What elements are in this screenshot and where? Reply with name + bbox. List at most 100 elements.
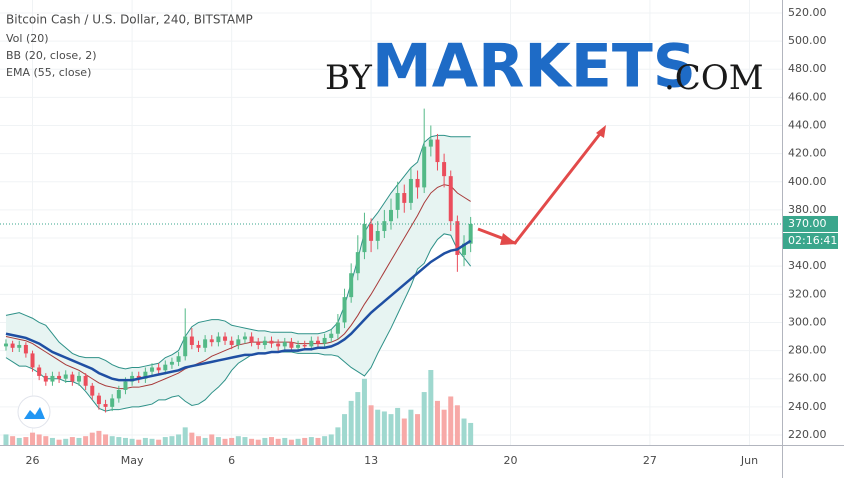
- volume-bar: [116, 437, 122, 445]
- volume-bar: [36, 434, 42, 445]
- candle-body: [435, 139, 440, 163]
- volume-bar: [222, 438, 228, 445]
- candle-body: [183, 336, 188, 357]
- candle-body: [136, 375, 141, 379]
- volume-bar: [269, 437, 275, 445]
- volume-bar: [63, 438, 69, 445]
- candle-body: [216, 336, 221, 343]
- candle-body: [415, 178, 420, 188]
- candle-body: [269, 340, 274, 344]
- price-labels: 370.00 02:16:41: [783, 215, 838, 249]
- candle-body: [169, 361, 174, 365]
- candle-body: [256, 342, 261, 345]
- legend-volume: Vol (20): [6, 32, 49, 45]
- candle-body: [236, 339, 241, 345]
- y-tick-label: 400.00: [788, 175, 827, 188]
- candle-body: [355, 252, 360, 274]
- bb-fill: [5, 135, 471, 412]
- volume-bar: [348, 400, 354, 445]
- volume-bar: [388, 414, 394, 445]
- watermark-suffix: .COM: [664, 58, 764, 98]
- watermark-prefix: BY: [325, 58, 372, 98]
- volume-bar: [235, 436, 241, 445]
- volume-bar: [129, 438, 135, 445]
- candle-body: [296, 344, 301, 348]
- candle-body: [83, 375, 88, 386]
- volume-bar: [142, 437, 148, 445]
- volume-bar: [242, 437, 248, 445]
- volume-bar: [328, 434, 334, 445]
- volume-bar: [381, 411, 387, 445]
- volume-bar: [415, 414, 421, 445]
- volume-bar: [156, 439, 162, 445]
- countdown-box: [783, 232, 838, 249]
- volume-bar: [176, 434, 182, 445]
- volume-bar: [249, 438, 255, 445]
- volume-bar: [448, 396, 454, 445]
- logo: [17, 395, 51, 429]
- volume-bar: [468, 422, 474, 445]
- volume-bar: [461, 418, 467, 445]
- candle-body: [455, 221, 460, 255]
- volume-bar: [56, 439, 62, 445]
- volume-bar: [408, 409, 414, 445]
- y-tick-label: 380.00: [788, 203, 827, 216]
- y-tick-label: 520.00: [788, 6, 827, 19]
- volume-bar: [434, 400, 440, 445]
- indicator-line: [5, 134, 471, 370]
- volume-bar: [428, 370, 434, 445]
- plot: [0, 108, 782, 445]
- indicator-line: [5, 233, 472, 412]
- volume-bar: [10, 436, 16, 445]
- legend-bb: BB (20, close, 2): [6, 49, 97, 62]
- candle-body: [442, 162, 447, 177]
- candle-body: [130, 375, 135, 382]
- volume-bar: [122, 437, 128, 445]
- candle-body: [103, 404, 108, 407]
- candle-body: [309, 340, 314, 347]
- x-tick-label: 6: [228, 454, 235, 467]
- volume-bar: [16, 437, 22, 445]
- candle-body: [37, 367, 42, 376]
- candle-body: [96, 395, 101, 405]
- candle-body: [462, 243, 467, 255]
- arrow-annotation: [477, 125, 606, 245]
- candle-body: [329, 333, 334, 338]
- candle-body: [408, 178, 413, 203]
- candle-body: [468, 223, 473, 244]
- candle-body: [17, 344, 22, 348]
- y-tick-label: 260.00: [788, 372, 827, 385]
- candle-body: [43, 375, 48, 382]
- volume-bar: [315, 437, 321, 445]
- volume-bar: [195, 436, 201, 445]
- y-tick-label: 300.00: [788, 315, 827, 328]
- y-tick-label: 440.00: [788, 118, 827, 131]
- candle-body: [116, 389, 121, 399]
- candle-body: [123, 381, 128, 390]
- candle-body: [229, 340, 234, 345]
- y-tick-label: 460.00: [788, 90, 827, 103]
- y-tick-label: 500.00: [788, 34, 827, 47]
- candle-body: [163, 364, 168, 371]
- volume-bar: [355, 392, 361, 445]
- candle-body: [223, 336, 228, 341]
- candle-body: [30, 353, 35, 368]
- volume-bar: [136, 439, 142, 445]
- x-tick-label: 13: [364, 454, 378, 467]
- candle-body: [349, 273, 354, 298]
- candle-body: [249, 336, 254, 343]
- candle-body: [90, 385, 95, 396]
- volume-bar: [441, 409, 447, 445]
- candle-body: [23, 344, 28, 354]
- volume-bar: [322, 436, 328, 445]
- candle-body: [110, 398, 115, 407]
- candle-body: [143, 371, 148, 379]
- y-tick-label: 420.00: [788, 147, 827, 160]
- chart-title: Bitcoin Cash / U.S. Dollar, 240, BITSTAM…: [6, 13, 253, 27]
- candle-body: [189, 336, 194, 345]
- y-tick-label: 480.00: [788, 62, 827, 75]
- candle-body: [203, 339, 208, 348]
- volume-bar: [395, 407, 401, 445]
- volume-bar: [401, 418, 407, 445]
